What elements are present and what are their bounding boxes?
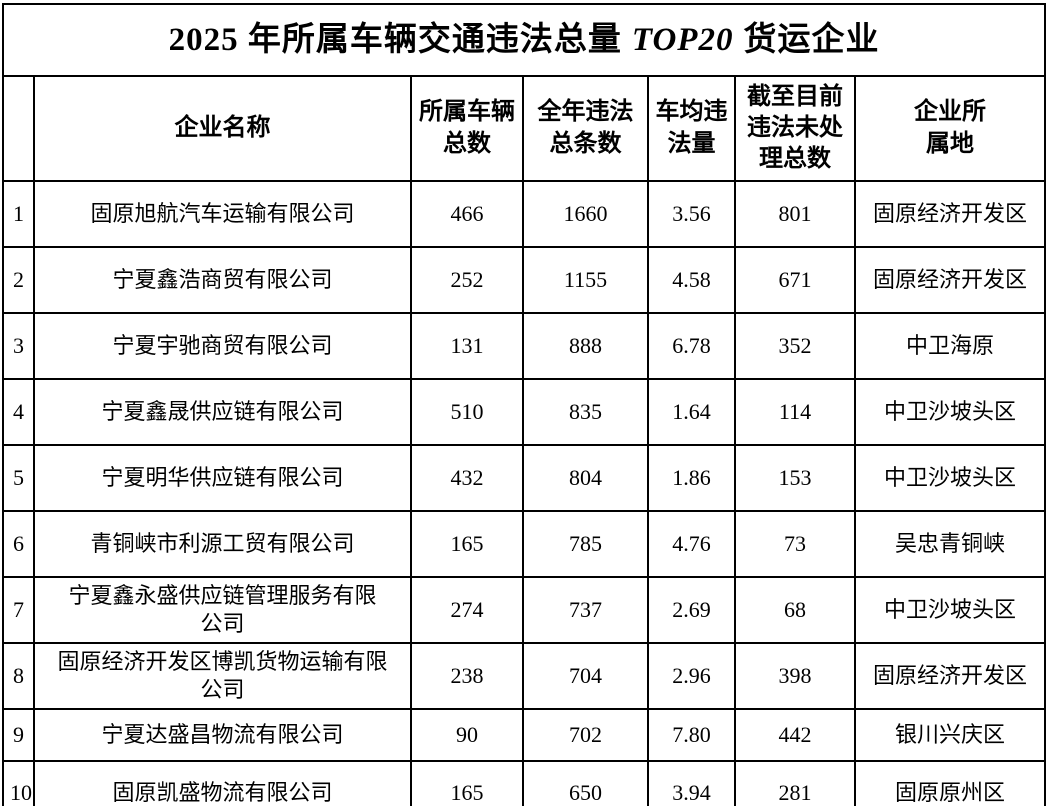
header-rank bbox=[2, 75, 35, 182]
company-name-cell: 宁夏鑫浩商贸有限公司 bbox=[33, 246, 412, 314]
rank-cell: 1 bbox=[2, 180, 35, 248]
title-prefix: 2025 年所属车辆交通违法总量 bbox=[168, 21, 622, 58]
rank-cell: 7 bbox=[2, 576, 35, 644]
vehicle-total-cell: 466 bbox=[410, 180, 524, 248]
avg-violations-cell: 2.96 bbox=[647, 642, 736, 710]
company-name-cell: 固原经济开发区博凯货物运输有限 公司 bbox=[33, 642, 412, 710]
pending-total-cell: 68 bbox=[734, 576, 856, 644]
table-row: 8 固原经济开发区博凯货物运输有限 公司 238 704 2.96 398 固原… bbox=[2, 642, 1046, 710]
rank-cell: 10 bbox=[2, 760, 35, 806]
pending-total-cell: 352 bbox=[734, 312, 856, 380]
header-company-name: 企业名称 bbox=[33, 75, 412, 182]
violation-total-cell: 835 bbox=[522, 378, 649, 446]
table-row: 3 宁夏宇驰商贸有限公司 131 888 6.78 352 中卫海原 bbox=[2, 312, 1046, 380]
location-cell: 吴忠青铜峡 bbox=[853, 510, 1046, 578]
table-row: 6 青铜峡市利源工贸有限公司 165 785 4.76 73 吴忠青铜峡 bbox=[2, 510, 1046, 578]
avg-violations-cell: 1.64 bbox=[647, 378, 736, 446]
pending-total-cell: 73 bbox=[734, 510, 856, 578]
table-row: 2 宁夏鑫浩商贸有限公司 252 1155 4.58 671 固原经济开发区 bbox=[2, 246, 1046, 314]
rank-cell: 4 bbox=[2, 378, 35, 446]
vehicle-total-cell: 510 bbox=[410, 378, 524, 446]
location-cell: 中卫沙坡头区 bbox=[853, 444, 1046, 512]
avg-violations-cell: 6.78 bbox=[647, 312, 736, 380]
table-row: 9 宁夏达盛昌物流有限公司 90 702 7.80 442 银川兴庆区 bbox=[2, 708, 1046, 762]
violation-total-cell: 804 bbox=[522, 444, 649, 512]
rank-cell: 8 bbox=[2, 642, 35, 710]
company-name-cell: 宁夏鑫晟供应链有限公司 bbox=[33, 378, 412, 446]
company-name-cell: 青铜峡市利源工贸有限公司 bbox=[33, 510, 412, 578]
table-row: 1 固原旭航汽车运输有限公司 466 1660 3.56 801 固原经济开发区 bbox=[2, 180, 1046, 248]
pending-total-cell: 398 bbox=[734, 642, 856, 710]
header-avg-violations: 车均违 法量 bbox=[647, 75, 736, 182]
violation-total-cell: 704 bbox=[522, 642, 649, 710]
violation-total-cell: 785 bbox=[522, 510, 649, 578]
table-row: 7 宁夏鑫永盛供应链管理服务有限 公司 274 737 2.69 68 中卫沙坡… bbox=[2, 576, 1046, 644]
location-cell: 固原经济开发区 bbox=[853, 180, 1046, 248]
table-row: 10 固原凯盛物流有限公司 165 650 3.94 281 固原原州区 bbox=[2, 760, 1046, 806]
avg-violations-cell: 4.58 bbox=[647, 246, 736, 314]
rank-cell: 5 bbox=[2, 444, 35, 512]
header-violation-total: 全年违法 总条数 bbox=[522, 75, 649, 182]
location-cell: 中卫沙坡头区 bbox=[853, 378, 1046, 446]
avg-violations-cell: 4.76 bbox=[647, 510, 736, 578]
vehicle-total-cell: 252 bbox=[410, 246, 524, 314]
violations-table: 2025 年所属车辆交通违法总量 TOP20 货运企业 企业名称 所属车辆 总数 全… bbox=[1, 3, 1046, 806]
header-pending-total: 截至目前 违法未处 理总数 bbox=[734, 75, 856, 182]
vehicle-total-cell: 238 bbox=[410, 642, 524, 710]
vehicle-total-cell: 165 bbox=[410, 760, 524, 806]
title-suffix: 货运企业 bbox=[743, 21, 880, 58]
location-cell: 固原经济开发区 bbox=[853, 642, 1046, 710]
violation-total-cell: 1660 bbox=[522, 180, 649, 248]
rank-cell: 9 bbox=[2, 708, 35, 762]
pending-total-cell: 801 bbox=[734, 180, 856, 248]
location-cell: 固原经济开发区 bbox=[853, 246, 1046, 314]
location-cell: 中卫沙坡头区 bbox=[853, 576, 1046, 644]
rank-cell: 6 bbox=[2, 510, 35, 578]
location-cell: 中卫海原 bbox=[853, 312, 1046, 380]
rank-cell: 2 bbox=[2, 246, 35, 314]
vehicle-total-cell: 90 bbox=[410, 708, 524, 762]
avg-violations-cell: 7.80 bbox=[647, 708, 736, 762]
title-row: 2025 年所属车辆交通违法总量 TOP20 货运企业 bbox=[1, 3, 1046, 77]
avg-violations-cell: 3.94 bbox=[647, 760, 736, 806]
violation-total-cell: 1155 bbox=[522, 246, 649, 314]
avg-violations-cell: 1.86 bbox=[647, 444, 736, 512]
violation-total-cell: 888 bbox=[522, 312, 649, 380]
violation-total-cell: 737 bbox=[522, 576, 649, 644]
title-top20: TOP20 bbox=[631, 21, 734, 58]
vehicle-total-cell: 274 bbox=[410, 576, 524, 644]
vehicle-total-cell: 432 bbox=[410, 444, 524, 512]
company-name-cell: 宁夏鑫永盛供应链管理服务有限 公司 bbox=[33, 576, 412, 644]
header-location: 企业所 属地 bbox=[853, 75, 1046, 182]
table-title: 2025 年所属车辆交通违法总量 TOP20 货运企业 bbox=[1, 3, 1046, 77]
rank-cell: 3 bbox=[2, 312, 35, 380]
location-cell: 固原原州区 bbox=[853, 760, 1046, 806]
vehicle-total-cell: 165 bbox=[410, 510, 524, 578]
company-name-cell: 固原凯盛物流有限公司 bbox=[33, 760, 412, 806]
violation-total-cell: 650 bbox=[522, 760, 649, 806]
avg-violations-cell: 2.69 bbox=[647, 576, 736, 644]
company-name-cell: 宁夏明华供应链有限公司 bbox=[33, 444, 412, 512]
pending-total-cell: 114 bbox=[734, 378, 856, 446]
header-row: 企业名称 所属车辆 总数 全年违法 总条数 车均违 法量 截至目前 违法未处 理… bbox=[2, 75, 1046, 182]
company-name-cell: 宁夏宇驰商贸有限公司 bbox=[33, 312, 412, 380]
header-vehicle-total: 所属车辆 总数 bbox=[410, 75, 524, 182]
violation-total-cell: 702 bbox=[522, 708, 649, 762]
vehicle-total-cell: 131 bbox=[410, 312, 524, 380]
location-cell: 银川兴庆区 bbox=[853, 708, 1046, 762]
pending-total-cell: 153 bbox=[734, 444, 856, 512]
table-row: 5 宁夏明华供应链有限公司 432 804 1.86 153 中卫沙坡头区 bbox=[2, 444, 1046, 512]
company-name-cell: 固原旭航汽车运输有限公司 bbox=[33, 180, 412, 248]
table-row: 4 宁夏鑫晟供应链有限公司 510 835 1.64 114 中卫沙坡头区 bbox=[2, 378, 1046, 446]
pending-total-cell: 281 bbox=[734, 760, 856, 806]
avg-violations-cell: 3.56 bbox=[647, 180, 736, 248]
pending-total-cell: 671 bbox=[734, 246, 856, 314]
pending-total-cell: 442 bbox=[734, 708, 856, 762]
company-name-cell: 宁夏达盛昌物流有限公司 bbox=[33, 708, 412, 762]
